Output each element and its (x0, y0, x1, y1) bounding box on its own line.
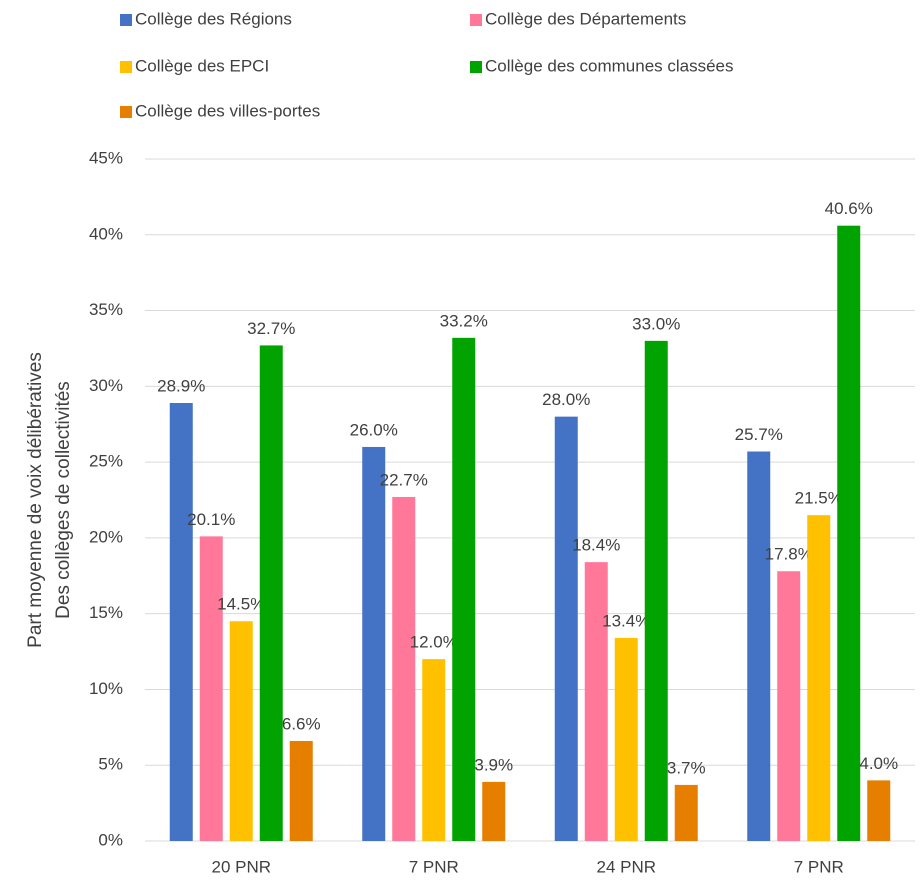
legend-swatch (120, 14, 132, 26)
bar (229, 621, 253, 841)
bar (554, 416, 578, 841)
x-tick-label: 24 PNR (596, 857, 656, 876)
data-label: 3.7% (667, 758, 706, 777)
data-label: 28.9% (157, 376, 205, 395)
bar (584, 562, 608, 841)
bar (199, 536, 223, 841)
bar (422, 659, 446, 841)
data-label: 14.5% (217, 595, 265, 614)
data-label: 21.5% (795, 489, 843, 508)
bar (452, 337, 476, 841)
data-label: 4.0% (859, 754, 898, 773)
legend-label: Collège des communes classées (485, 56, 734, 75)
data-label: 22.7% (380, 470, 428, 489)
data-label: 26.0% (350, 420, 398, 439)
bar (867, 780, 891, 841)
x-tick-label: 20 PNR (211, 857, 271, 876)
legend-label: Collège des Départements (485, 9, 686, 28)
data-label: 20.1% (187, 510, 235, 529)
bar (169, 403, 193, 841)
data-label: 17.8% (765, 545, 813, 564)
bar (289, 740, 313, 841)
y-tick-label: 30% (89, 376, 123, 395)
y-tick-label: 35% (89, 300, 123, 319)
bar (807, 515, 831, 841)
legend-swatch (120, 61, 132, 73)
data-label: 32.7% (247, 319, 295, 338)
legend-label: Collège des EPCI (135, 56, 269, 75)
legend-swatch (470, 61, 482, 73)
bar (362, 446, 386, 841)
legend-swatch (470, 14, 482, 26)
y-tick-label: 40% (89, 224, 123, 243)
bar (392, 496, 416, 841)
y-tick-label: 45% (89, 148, 123, 167)
data-label: 28.0% (542, 390, 590, 409)
data-label: 25.7% (735, 425, 783, 444)
y-tick-label: 5% (98, 755, 123, 774)
x-tick-label: 7 PNR (409, 857, 459, 876)
bar (614, 637, 638, 841)
bar (747, 451, 771, 841)
x-tick-label: 7 PNR (794, 857, 844, 876)
bar (482, 781, 506, 841)
y-tick-label: 0% (98, 830, 123, 849)
bar (837, 225, 861, 841)
data-label: 12.0% (410, 633, 458, 652)
y-tick-label: 25% (89, 452, 123, 471)
bar (259, 345, 283, 841)
y-tick-label: 20% (89, 527, 123, 546)
bar (674, 784, 698, 841)
bar (777, 571, 801, 841)
bar (644, 340, 668, 841)
legend-label: Collège des villes-portes (135, 101, 320, 120)
data-label: 33.2% (440, 311, 488, 330)
legend-label: Collège des Régions (135, 9, 292, 28)
data-label: 40.6% (825, 199, 873, 218)
data-label: 3.9% (474, 755, 513, 774)
data-label: 18.4% (572, 536, 620, 555)
y-tick-label: 15% (89, 603, 123, 622)
y-axis-label: Part moyenne de voix délibératives (25, 352, 46, 648)
legend-swatch (120, 106, 132, 118)
y-tick-label: 10% (89, 679, 123, 698)
data-label: 33.0% (632, 314, 680, 333)
data-label: 6.6% (282, 714, 321, 733)
data-label: 13.4% (602, 611, 650, 630)
y-axis-label: Des collèges de collectivités (53, 381, 74, 619)
